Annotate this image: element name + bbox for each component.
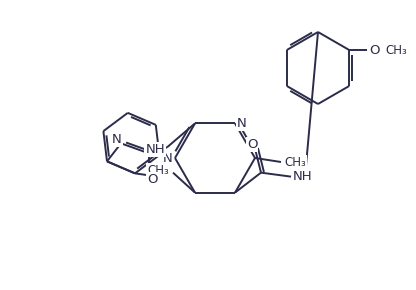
Text: O: O	[148, 173, 158, 186]
Text: O: O	[247, 138, 257, 151]
Text: CH₃: CH₃	[284, 155, 306, 168]
Text: N: N	[237, 117, 247, 130]
Text: NH: NH	[145, 143, 165, 156]
Text: O: O	[369, 44, 380, 57]
Text: NH: NH	[293, 170, 313, 183]
Text: N: N	[163, 151, 173, 164]
Text: N: N	[112, 133, 122, 146]
Text: CH₃: CH₃	[147, 164, 169, 177]
Text: CH₃: CH₃	[385, 44, 407, 57]
